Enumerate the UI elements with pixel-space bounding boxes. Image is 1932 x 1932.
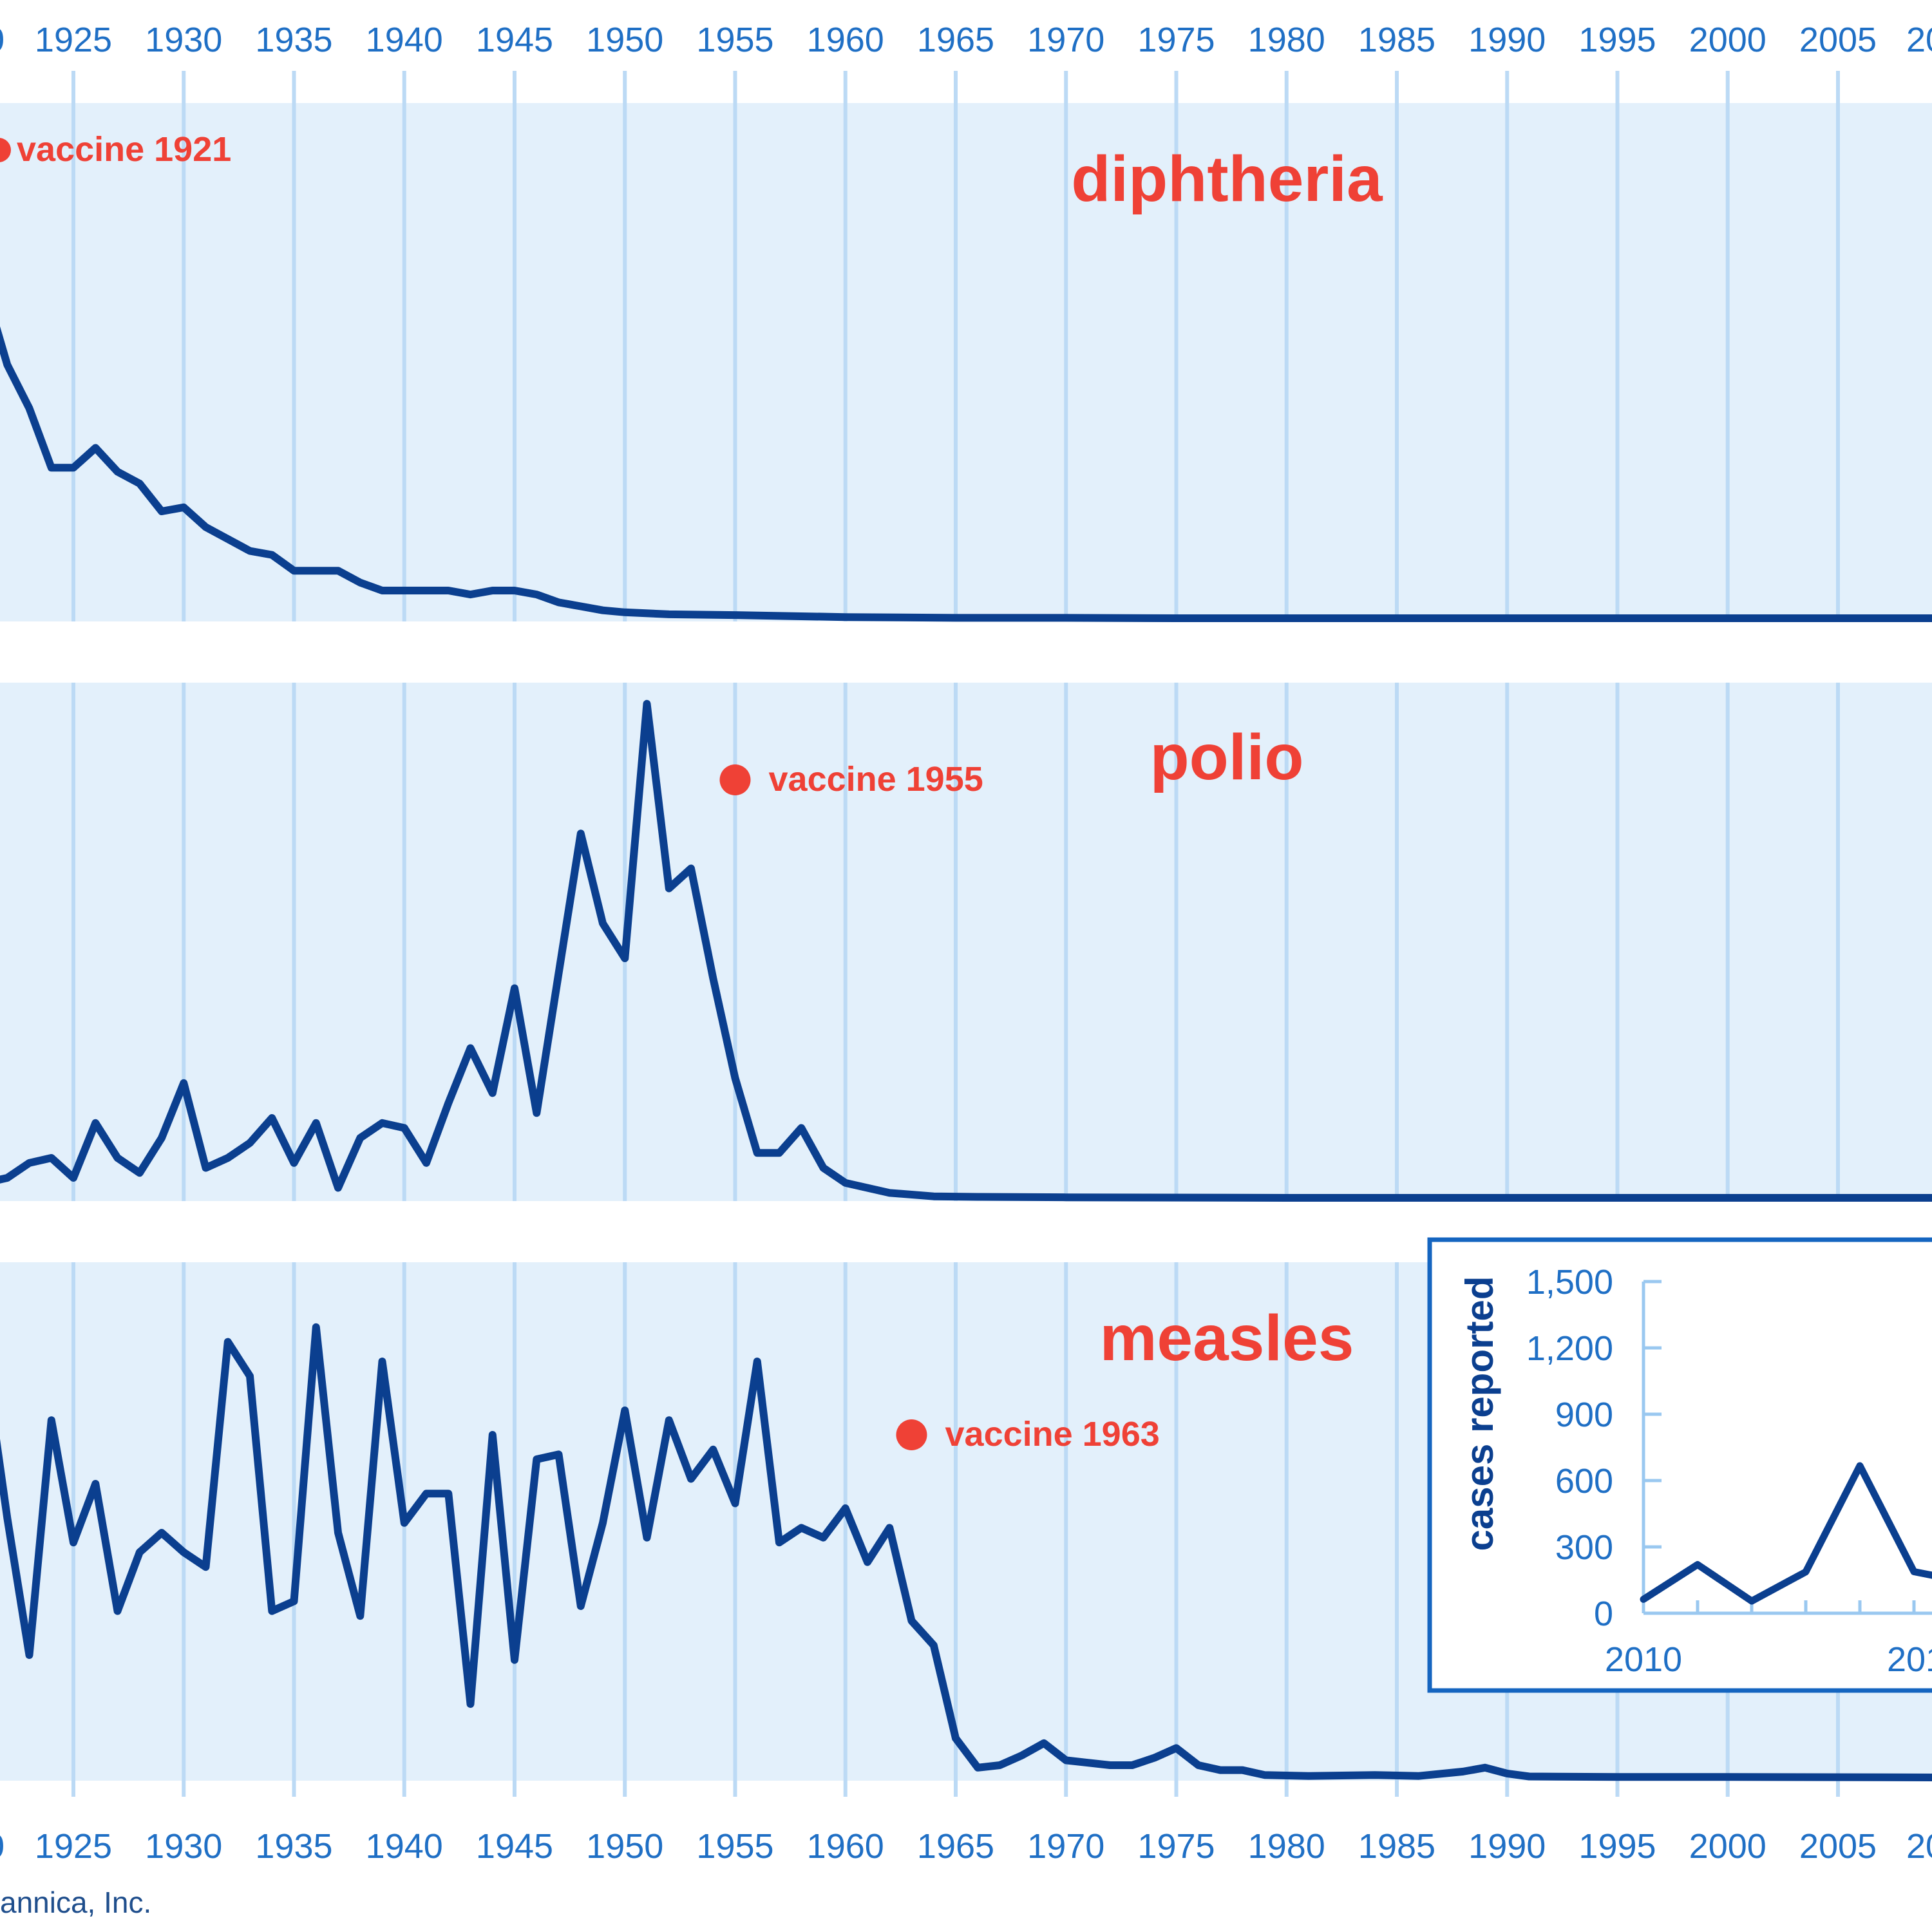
top-tick-label: 2005 — [1799, 21, 1877, 59]
top-tick-label: 20 — [1906, 21, 1932, 59]
top-tick-label: 1955 — [696, 21, 773, 59]
top-tick-label: 1950 — [586, 21, 663, 59]
diphtheria-title: diphtheria — [1071, 143, 1383, 215]
bottom-tick-label: 1940 — [366, 1827, 443, 1866]
bottom-tick-label: 1975 — [1137, 1827, 1215, 1866]
inset-x-ticks — [1642, 1600, 1916, 1613]
inset-y-tick-label: 1,500 — [1526, 1263, 1613, 1302]
measles-title: measles — [1100, 1302, 1354, 1374]
top-tick-label: 1970 — [1027, 21, 1104, 59]
inset-x-tick-label: 201 — [1887, 1640, 1932, 1679]
top-year-axis: 0 1925 1930 1935 1940 1945 1950 1955 196… — [0, 21, 1932, 59]
top-tick-label: 1990 — [1468, 21, 1546, 59]
inset-y-tick-label: 300 — [1555, 1528, 1613, 1567]
top-tick-label: 1940 — [366, 21, 443, 59]
bottom-tick-label: 1955 — [696, 1827, 773, 1866]
panel-gap — [0, 621, 1932, 683]
bottom-tick-label: 1985 — [1358, 1827, 1435, 1866]
measles-line — [0, 1323, 1932, 1781]
bottom-tick-label: 1935 — [255, 1827, 332, 1866]
top-tick-label: 1975 — [1137, 21, 1215, 59]
top-tick-label: 1965 — [917, 21, 994, 59]
bottom-tick-label: 1965 — [917, 1827, 994, 1866]
top-tick-label: 1945 — [476, 21, 553, 59]
inset-recent-measles-chart: cases reported 2010 201 0 300 600 900 1,… — [1427, 1237, 1932, 1693]
inset-y-tick-label: 1,200 — [1526, 1329, 1613, 1368]
inset-y-tick-label: 600 — [1555, 1462, 1613, 1501]
inset-frame — [1427, 1237, 1932, 1693]
inset-y-axis-title: cases reported — [1458, 1276, 1501, 1551]
bottom-tick-label: 20 — [1906, 1827, 1932, 1866]
bottom-tick-label: 1950 — [586, 1827, 663, 1866]
top-tick-label: 1925 — [35, 21, 112, 59]
diphtheria-vaccine-marker — [0, 138, 11, 162]
bottom-tick-label: 1945 — [476, 1827, 553, 1866]
top-tick-label: 1985 — [1358, 21, 1435, 59]
bottom-tick-label: 2005 — [1799, 1827, 1877, 1866]
polio-vaccine-marker — [719, 764, 751, 795]
bottom-tick-label: 1990 — [1468, 1827, 1546, 1866]
bottom-tick-label: 1925 — [35, 1827, 112, 1866]
credit-text: annica, Inc. — [0, 1886, 151, 1919]
measles-vaccine-label: vaccine 1963 — [945, 1415, 1160, 1454]
inset-x-tick-label: 2010 — [1605, 1640, 1682, 1679]
inset-series-line — [1640, 1462, 1932, 1605]
top-tick-label: 1960 — [807, 21, 884, 59]
top-tick-label: 2000 — [1689, 21, 1766, 59]
bottom-tick-label: 0 — [0, 1827, 5, 1866]
diphtheria-vaccine-label: vaccine 1921 — [17, 130, 231, 169]
inset-y-tick-label: 900 — [1555, 1396, 1613, 1434]
polio-title: polio — [1150, 721, 1304, 793]
polio-vaccine-label: vaccine 1955 — [769, 760, 983, 799]
bottom-tick-label: 1995 — [1578, 1827, 1656, 1866]
inset-y-ticks — [1643, 1280, 1662, 1615]
top-tick-label: 1980 — [1248, 21, 1325, 59]
bottom-tick-label: 1960 — [807, 1827, 884, 1866]
bottom-tick-label: 1980 — [1248, 1827, 1325, 1866]
inset-y-tick-label: 0 — [1594, 1595, 1613, 1633]
measles-vaccine-marker — [896, 1419, 927, 1450]
bottom-tick-label: 1930 — [145, 1827, 222, 1866]
diphtheria-line — [0, 326, 1932, 622]
bottom-tick-label: 2000 — [1689, 1827, 1766, 1866]
bottom-year-axis: 0 1925 1930 1935 1940 1945 1950 1955 196… — [0, 1827, 1932, 1866]
polio-line — [0, 699, 1932, 1202]
series-layer — [0, 326, 1932, 1781]
top-tick-label: 0 — [0, 21, 5, 59]
top-tick-label: 1995 — [1578, 21, 1656, 59]
polio-panel — [0, 683, 1932, 1201]
diphtheria-panel — [0, 103, 1932, 621]
top-tick-label: 1935 — [255, 21, 332, 59]
top-tick-label: 1930 — [145, 21, 222, 59]
bottom-tick-label: 1970 — [1027, 1827, 1104, 1866]
